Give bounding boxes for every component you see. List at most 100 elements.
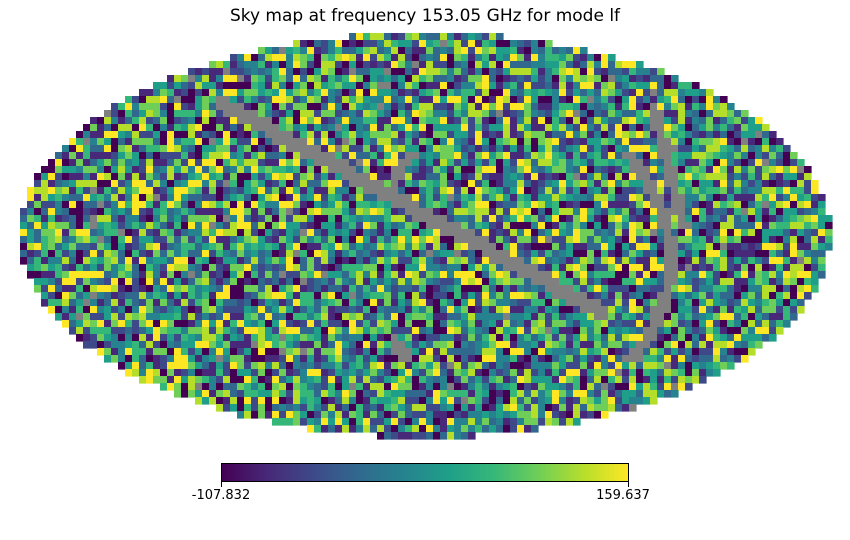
sky-pixel [153, 369, 161, 377]
sky-pixel [167, 271, 175, 279]
sky-pixel [496, 131, 504, 139]
sky-pixel [216, 82, 224, 90]
sky-pixel [118, 327, 126, 335]
sky-pixel [328, 369, 336, 377]
sky-pixel [125, 341, 133, 349]
sky-pixel [552, 369, 560, 377]
masked-pixel [601, 306, 609, 314]
sky-pixel [356, 257, 364, 265]
sky-pixel [629, 61, 637, 69]
sky-pixel [265, 54, 273, 62]
sky-pixel [342, 292, 350, 300]
sky-pixel [314, 138, 322, 146]
sky-pixel [706, 264, 714, 272]
sky-pixel [559, 257, 567, 265]
sky-pixel [573, 334, 581, 342]
sky-pixel [650, 236, 658, 244]
sky-pixel [636, 292, 644, 300]
sky-pixel [447, 355, 455, 363]
sky-pixel [727, 264, 735, 272]
sky-pixel [587, 229, 595, 237]
sky-pixel [265, 383, 273, 391]
sky-pixel [237, 397, 245, 405]
sky-pixel [97, 278, 105, 286]
sky-pixel [797, 299, 805, 307]
sky-pixel [300, 362, 308, 370]
masked-pixel [328, 166, 336, 174]
sky-pixel [622, 145, 630, 153]
sky-pixel [790, 152, 798, 160]
sky-pixel [692, 173, 700, 181]
masked-pixel [671, 250, 679, 258]
sky-pixel [167, 348, 175, 356]
sky-pixel [608, 166, 616, 174]
sky-pixel [286, 341, 294, 349]
sky-pixel [125, 271, 133, 279]
sky-pixel [629, 376, 637, 384]
sky-pixel [608, 299, 616, 307]
sky-pixel [209, 201, 217, 209]
sky-pixel [552, 306, 560, 314]
sky-pixel [475, 320, 483, 328]
sky-pixel [587, 110, 595, 118]
sky-pixel [608, 82, 616, 90]
sky-pixel [328, 355, 336, 363]
sky-pixel [783, 194, 791, 202]
sky-pixel [482, 194, 490, 202]
sky-pixel [608, 117, 616, 125]
sky-pixel [706, 96, 714, 104]
masked-pixel [545, 278, 553, 286]
sky-pixel [587, 103, 595, 111]
sky-pixel [608, 285, 616, 293]
sky-pixel [545, 369, 553, 377]
sky-pixel [629, 208, 637, 216]
sky-pixel [286, 201, 294, 209]
sky-pixel [62, 285, 70, 293]
sky-pixel [125, 229, 133, 237]
sky-pixel [538, 299, 546, 307]
sky-pixel [727, 201, 735, 209]
sky-pixel [566, 96, 574, 104]
masked-pixel [349, 180, 357, 188]
masked-pixel [293, 145, 301, 153]
sky-pixel [321, 327, 329, 335]
sky-pixel [804, 278, 812, 286]
sky-pixel [783, 271, 791, 279]
masked-pixel [370, 180, 378, 188]
sky-pixel [167, 285, 175, 293]
sky-pixel [783, 278, 791, 286]
sky-pixel [370, 103, 378, 111]
sky-pixel [370, 369, 378, 377]
sky-pixel [489, 124, 497, 132]
sky-pixel [440, 89, 448, 97]
sky-pixel [454, 334, 462, 342]
masked-pixel [503, 264, 511, 272]
sky-pixel [741, 348, 749, 356]
sky-pixel [328, 348, 336, 356]
sky-pixel [699, 180, 707, 188]
sky-pixel [706, 229, 714, 237]
sky-pixel [678, 285, 686, 293]
sky-pixel [216, 264, 224, 272]
sky-pixel [573, 82, 581, 90]
sky-pixel [727, 313, 735, 321]
sky-pixel [594, 159, 602, 167]
sky-pixel [167, 334, 175, 342]
sky-pixel [237, 173, 245, 181]
sky-pixel [636, 103, 644, 111]
sky-pixel [251, 355, 259, 363]
sky-pixel [594, 271, 602, 279]
sky-pixel [321, 54, 329, 62]
sky-pixel [608, 103, 616, 111]
sky-pixel [216, 215, 224, 223]
sky-pixel [377, 54, 385, 62]
masked-pixel [741, 208, 749, 216]
sky-pixel [531, 166, 539, 174]
sky-pixel [405, 47, 413, 55]
sky-pixel [356, 222, 364, 230]
sky-pixel [83, 320, 91, 328]
sky-pixel [825, 243, 833, 251]
sky-pixel [125, 313, 133, 321]
masked-pixel [349, 383, 357, 391]
sky-pixel [475, 271, 483, 279]
